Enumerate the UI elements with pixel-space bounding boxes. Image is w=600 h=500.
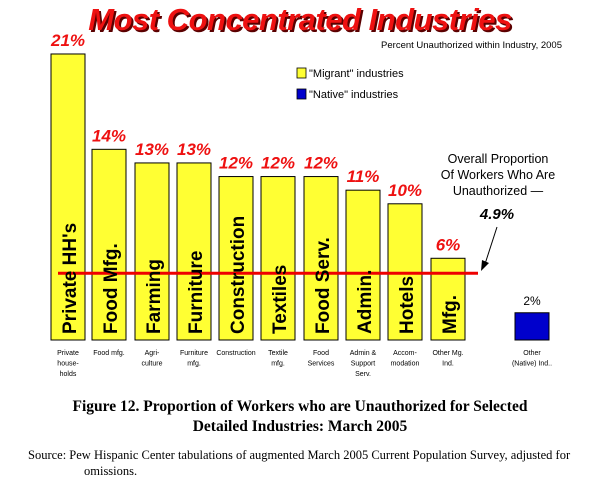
- bar-label-7: Food Serv.: [313, 237, 334, 334]
- chart-title: Most Concentrated Industries: [88, 2, 512, 37]
- category-label-2: Food mfg.: [93, 350, 125, 357]
- annotation-arrow-line: [484, 226, 498, 265]
- value-label-5: 12%: [219, 154, 253, 173]
- bar-label-9: Hotels: [397, 276, 418, 334]
- value-label-10: 6%: [436, 235, 461, 254]
- source-note: Source: Pew Hispanic Center tabulations …: [28, 448, 571, 478]
- category-label-8: Admin & Support Serv.: [350, 350, 377, 378]
- bar-label-4: Furniture: [186, 251, 207, 334]
- category-label-4: Furniture mfg.: [180, 350, 208, 368]
- category-label-6: Textile mfg.: [268, 350, 288, 368]
- annotation-arrow-head: [481, 260, 489, 271]
- bar-chart: 21% Private HH's Private house-holds 14% Food…: [50, 31, 555, 378]
- value-label-7: 12%: [304, 154, 338, 173]
- bar-label-2: Food Mfg.: [101, 243, 122, 334]
- value-label-8: 11%: [347, 167, 380, 186]
- value-label-4: 13%: [177, 140, 211, 159]
- category-label-11: Other (Native) Ind..: [512, 350, 552, 368]
- bar-label-6: Textiles: [270, 265, 291, 334]
- category-label-3: Agri-culture: [141, 350, 162, 368]
- legend-label-2: "Native" industries: [309, 89, 399, 101]
- figure-caption-line-2: Detailed Industries: March 2005: [192, 418, 408, 435]
- overall-proportion-annotation: Overall Proportion Of Workers Who Are Unau…: [441, 152, 555, 271]
- value-label-6: 12%: [261, 154, 295, 173]
- annotation-value: 4.9%: [479, 206, 514, 223]
- legend-swatch-1: [296, 67, 307, 79]
- bar-label-10: Mfg.: [440, 295, 461, 334]
- value-label-3: 13%: [135, 140, 169, 159]
- legend: "Migrant" industries "Native" industries: [296, 67, 404, 101]
- bar-label-8: Admin.: [355, 270, 376, 334]
- annotation-line-3: Unauthorized —: [453, 184, 544, 198]
- bar-3: [134, 162, 170, 341]
- annotation-line-1: Overall Proportion: [448, 152, 549, 166]
- legend-swatch-2: [296, 88, 307, 100]
- value-label-11: 2%: [523, 294, 541, 308]
- bar-11: [514, 312, 550, 341]
- bar-label-3: Farming: [144, 259, 165, 334]
- bar-7: [303, 176, 339, 341]
- category-label-9: Accom-modation: [391, 350, 420, 368]
- annotation-line-2: Of Workers Who Are: [441, 168, 555, 182]
- bar-6: [260, 176, 296, 341]
- bar-label-1: Private HH's: [60, 223, 81, 334]
- value-label-1: 21%: [50, 31, 85, 50]
- bar-4: [176, 162, 212, 341]
- bar-8: [345, 189, 381, 341]
- bar-5: [218, 176, 254, 341]
- bar-label-5: Construction: [228, 216, 249, 334]
- value-label-9: 10%: [388, 181, 422, 200]
- category-label-7: Food Services: [308, 350, 335, 368]
- legend-label-1: "Migrant" industries: [309, 68, 404, 80]
- category-label-5: Construction: [216, 350, 255, 357]
- category-label-1: Private house-holds: [57, 350, 79, 378]
- bar-2: [91, 148, 127, 341]
- bar-1: [50, 53, 86, 341]
- category-label-10: Other Mg. Ind.: [432, 350, 463, 368]
- value-label-2: 14%: [92, 126, 126, 145]
- figure-caption: Figure 12. Proportion of Workers who are…: [0, 397, 600, 437]
- chart-subtitle: Percent Unauthorized within Industry, 20…: [381, 40, 562, 51]
- figure-caption-line-1: Figure 12. Proportion of Workers who are…: [72, 398, 528, 415]
